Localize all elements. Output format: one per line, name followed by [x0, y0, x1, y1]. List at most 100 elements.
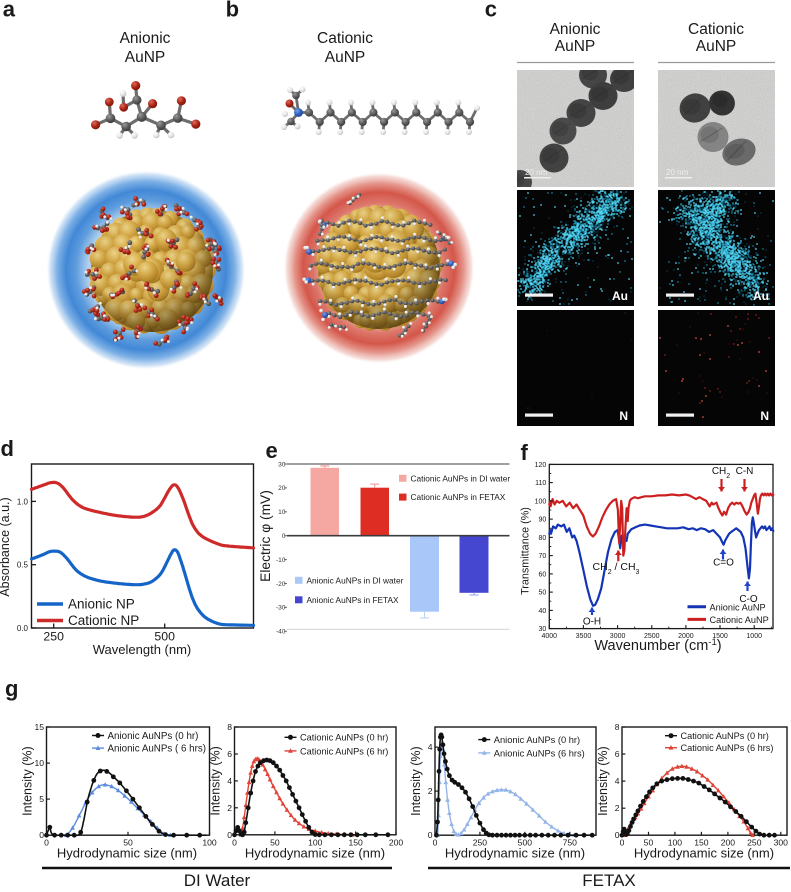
svg-text:-20: -20	[276, 581, 286, 588]
svg-text:DI Water: DI Water	[184, 871, 251, 890]
svg-text:250: 250	[747, 838, 762, 848]
svg-text:Intensity (%): Intensity (%)	[596, 746, 610, 815]
svg-text:N: N	[619, 409, 628, 423]
svg-text:20 nm: 20 nm	[666, 168, 689, 177]
svg-text:Cationic: Cationic	[317, 30, 373, 47]
svg-text:Anionic AuNPs (6 hrs): Anionic AuNPs (6 hrs)	[494, 748, 585, 758]
svg-text:N: N	[760, 409, 769, 423]
svg-text:60: 60	[539, 571, 547, 578]
svg-text:2500: 2500	[644, 633, 660, 640]
svg-text:110: 110	[535, 480, 546, 487]
svg-text:100: 100	[668, 838, 683, 848]
svg-text:4: 4	[227, 776, 232, 786]
svg-text:Anionic AuNPs in DI water: Anionic AuNPs in DI water	[307, 575, 404, 585]
svg-text:0: 0	[620, 838, 625, 848]
svg-text:CH2 / CH3: CH2 / CH3	[593, 561, 640, 576]
svg-text:4: 4	[615, 776, 620, 786]
svg-text:-30: -30	[276, 605, 286, 612]
svg-text:20: 20	[278, 485, 286, 492]
svg-text:80: 80	[539, 535, 547, 542]
svg-text:1500: 1500	[712, 633, 728, 640]
svg-text:f: f	[521, 440, 529, 465]
svg-text:b: b	[226, 0, 239, 21]
svg-text:Cationic NP: Cationic NP	[68, 613, 139, 628]
svg-text:Anionic: Anionic	[550, 21, 601, 38]
svg-text:Electric φ (mV): Electric φ (mV)	[258, 490, 273, 582]
svg-text:300: 300	[774, 838, 789, 848]
svg-text:40: 40	[539, 608, 547, 615]
svg-text:0: 0	[227, 830, 232, 840]
svg-text:AuNP: AuNP	[325, 49, 366, 66]
svg-text:C=O: C=O	[713, 558, 734, 569]
svg-text:Anionic: Anionic	[120, 30, 171, 47]
svg-text:4000: 4000	[542, 633, 558, 640]
svg-text:Cationic: Cationic	[688, 21, 744, 38]
svg-text:50: 50	[270, 837, 280, 847]
svg-text:Anionic NP: Anionic NP	[68, 597, 135, 612]
svg-text:500: 500	[518, 838, 533, 848]
svg-text:Intensity (%): Intensity (%)	[209, 746, 223, 815]
svg-text:Hydrodynamic size (nm): Hydrodynamic size (nm)	[634, 846, 774, 861]
svg-text:750: 750	[563, 838, 578, 848]
svg-text:C-N: C-N	[736, 466, 754, 477]
svg-text:Anionic AuNPs (0 hr): Anionic AuNPs (0 hr)	[494, 735, 580, 745]
svg-text:Intensity (%): Intensity (%)	[21, 746, 35, 815]
svg-text:6: 6	[227, 749, 232, 759]
svg-text:Anionic AuNPs in FETAX: Anionic AuNPs in FETAX	[307, 595, 400, 605]
svg-text:5: 5	[39, 794, 44, 804]
svg-text:500: 500	[154, 630, 175, 644]
svg-text:8: 8	[615, 722, 620, 732]
svg-text:0: 0	[232, 837, 237, 847]
svg-text:50: 50	[644, 838, 654, 848]
svg-text:0: 0	[615, 830, 620, 840]
svg-text:0: 0	[44, 838, 49, 848]
svg-text:-40: -40	[276, 629, 286, 636]
svg-text:C-O: C-O	[739, 594, 758, 605]
svg-text:Wavenumber (cm-1): Wavenumber (cm-1)	[594, 637, 721, 655]
svg-text:Hydrodynamic size (nm): Hydrodynamic size (nm)	[445, 846, 585, 861]
svg-text:3000: 3000	[610, 633, 626, 640]
svg-text:a: a	[3, 0, 16, 21]
svg-text:Absorbance (a.u.): Absorbance (a.u.)	[0, 497, 12, 596]
svg-text:150: 150	[348, 837, 363, 847]
svg-text:100: 100	[535, 498, 547, 505]
svg-text:10: 10	[278, 509, 286, 516]
svg-text:Anionic AuNPs (0 hr): Anionic AuNPs (0 hr)	[108, 731, 199, 742]
svg-text:AuNP: AuNP	[555, 38, 596, 55]
svg-text:-10: -10	[276, 557, 286, 564]
svg-text:30: 30	[539, 626, 547, 633]
svg-text:0: 0	[433, 838, 438, 848]
svg-text:1.0: 1.0	[17, 497, 29, 506]
svg-text:AuNP: AuNP	[125, 49, 166, 66]
svg-text:O-H: O-H	[583, 617, 601, 628]
svg-text:0.0: 0.0	[17, 624, 29, 633]
svg-text:CH2: CH2	[712, 466, 730, 480]
svg-text:2000: 2000	[678, 633, 694, 640]
svg-text:120: 120	[535, 462, 547, 469]
svg-text:0: 0	[39, 830, 44, 840]
svg-text:Cationic AuNPs in FETAX: Cationic AuNPs in FETAX	[411, 492, 506, 502]
svg-text:Hydrodynamic size (nm): Hydrodynamic size (nm)	[245, 845, 385, 860]
svg-text:AuNP: AuNP	[696, 38, 737, 55]
svg-text:200: 200	[389, 837, 404, 847]
svg-text:2: 2	[227, 803, 232, 813]
svg-text:Transmittance (%): Transmittance (%)	[520, 507, 532, 595]
svg-text:Au: Au	[753, 289, 769, 303]
svg-text:Cationic AuNPs (6 hr): Cationic AuNPs (6 hr)	[300, 746, 388, 756]
svg-text:d: d	[1, 436, 14, 461]
svg-text:FETAX: FETAX	[582, 871, 636, 890]
svg-text:100: 100	[308, 837, 323, 847]
svg-text:g: g	[5, 676, 18, 701]
svg-text:Hydrodynamic size (nm): Hydrodynamic size (nm)	[57, 846, 197, 861]
svg-text:100: 100	[202, 838, 217, 848]
svg-text:Intensity (%): Intensity (%)	[409, 746, 423, 815]
svg-text:Anionic AuNP: Anionic AuNP	[710, 603, 766, 613]
svg-text:15: 15	[34, 722, 44, 732]
svg-text:c: c	[485, 0, 497, 21]
svg-text:Cationic AuNP: Cationic AuNP	[710, 615, 769, 625]
svg-text:2: 2	[428, 786, 433, 796]
svg-text:50: 50	[123, 838, 133, 848]
svg-text:20 nm: 20 nm	[525, 168, 548, 177]
svg-text:50: 50	[539, 590, 547, 597]
svg-text:3500: 3500	[576, 633, 592, 640]
